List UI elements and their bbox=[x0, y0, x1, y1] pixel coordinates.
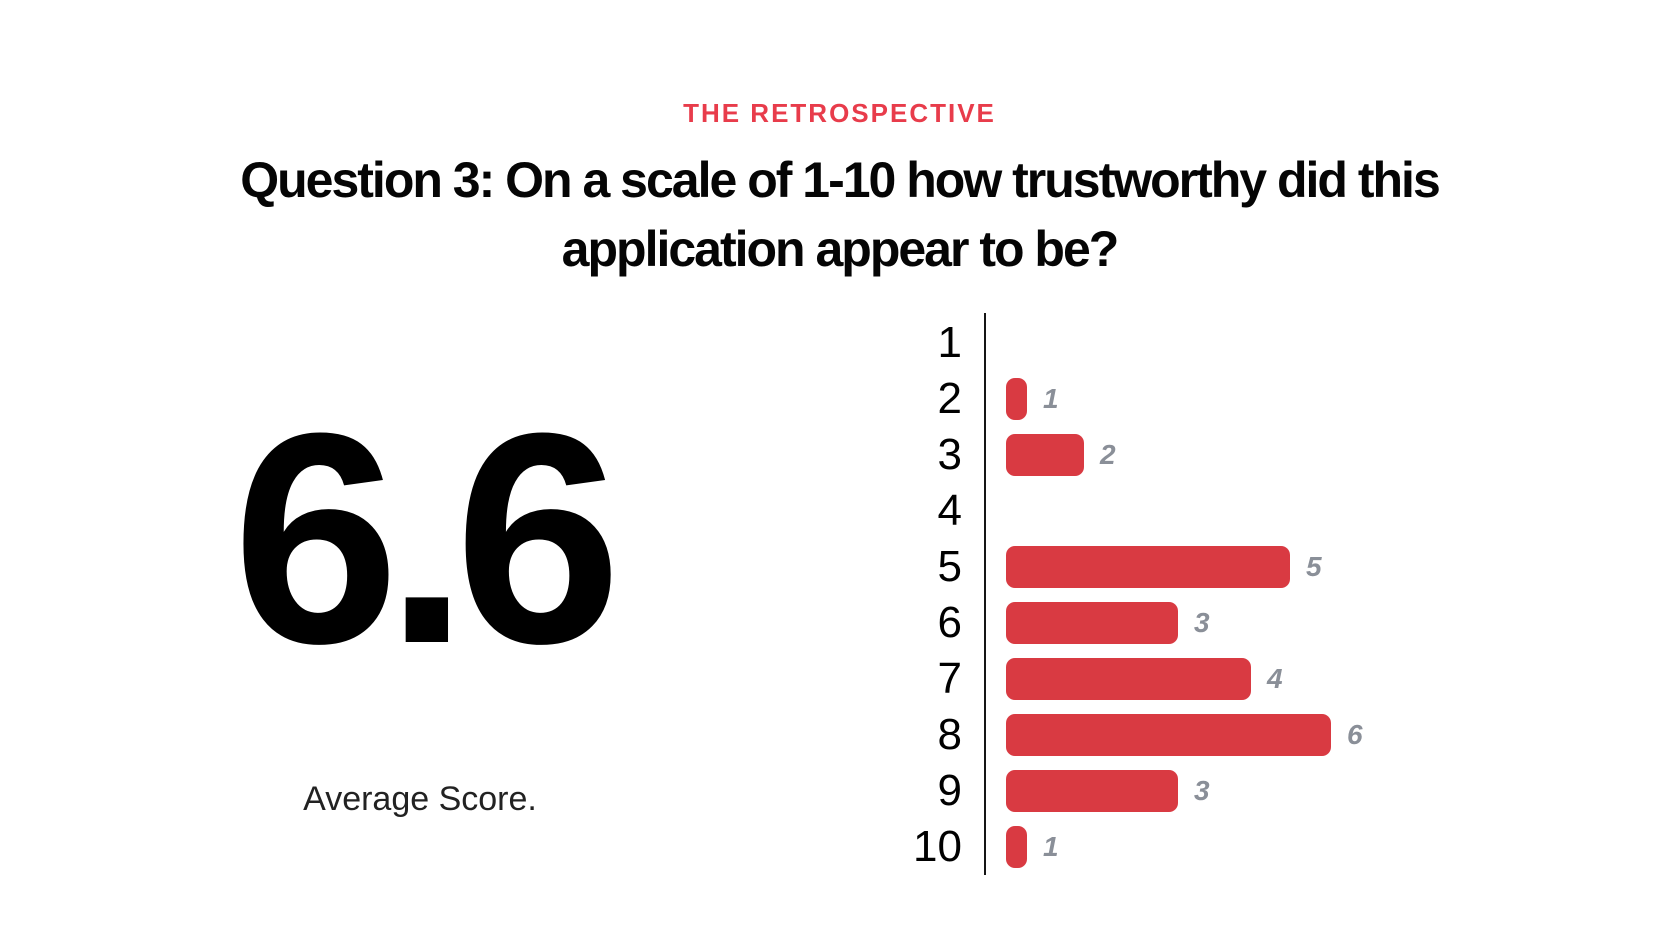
category-label: 4 bbox=[937, 486, 962, 535]
value-label: 6 bbox=[1347, 719, 1363, 750]
category-label: 7 bbox=[937, 654, 962, 703]
y-axis-line bbox=[984, 313, 986, 875]
category-label: 1 bbox=[937, 318, 962, 367]
bar bbox=[1006, 546, 1290, 588]
bar bbox=[1006, 602, 1178, 644]
value-label: 1 bbox=[1043, 383, 1059, 414]
bar bbox=[1006, 434, 1084, 476]
value-label: 2 bbox=[1100, 439, 1116, 470]
bar bbox=[1006, 770, 1178, 812]
report-eyebrow: THE RETROSPECTIVE bbox=[683, 98, 996, 128]
category-label: 2 bbox=[937, 374, 962, 423]
average-score-block: 6.6 Average Score. bbox=[40, 0, 800, 946]
average-score-value: 6.6 bbox=[232, 370, 621, 706]
bar-area: 1 bbox=[1006, 826, 1059, 868]
category-label: 5 bbox=[937, 542, 962, 591]
chart-rows: 1 2 1 3 2 4 5 5 6 3 7 4 8 6 9 3 10 1 bbox=[860, 315, 1640, 875]
bar-area: 2 bbox=[1006, 434, 1116, 476]
bar-row: 10 1 bbox=[860, 819, 1640, 875]
bar bbox=[1006, 826, 1027, 868]
bar-row: 1 bbox=[860, 315, 1640, 371]
value-label: 5 bbox=[1306, 551, 1322, 582]
bar-area: 3 bbox=[1006, 602, 1210, 644]
value-label: 3 bbox=[1194, 607, 1210, 638]
value-label: 3 bbox=[1194, 775, 1210, 806]
bar-area: 4 bbox=[1006, 658, 1283, 700]
category-label: 9 bbox=[937, 766, 962, 815]
category-label: 3 bbox=[937, 430, 962, 479]
question-title: Question 3: On a scale of 1-10 how trust… bbox=[240, 152, 1441, 277]
bar-area: 1 bbox=[1006, 378, 1059, 420]
category-label: 10 bbox=[913, 822, 962, 871]
bar-row: 4 bbox=[860, 483, 1640, 539]
bar bbox=[1006, 378, 1027, 420]
bar bbox=[1006, 658, 1251, 700]
bar bbox=[1006, 714, 1331, 756]
responses-bar-chart: 1 2 1 3 2 4 5 5 6 3 7 4 8 6 9 3 10 1 bbox=[860, 300, 1640, 900]
category-label: 8 bbox=[937, 710, 962, 759]
value-label: 1 bbox=[1043, 831, 1059, 862]
average-score-caption: Average Score. bbox=[303, 780, 537, 818]
value-label: 4 bbox=[1267, 663, 1283, 694]
bar-area: 5 bbox=[1006, 546, 1322, 588]
bar-area: 3 bbox=[1006, 770, 1210, 812]
category-label: 6 bbox=[937, 598, 962, 647]
bar-area: 6 bbox=[1006, 714, 1363, 756]
